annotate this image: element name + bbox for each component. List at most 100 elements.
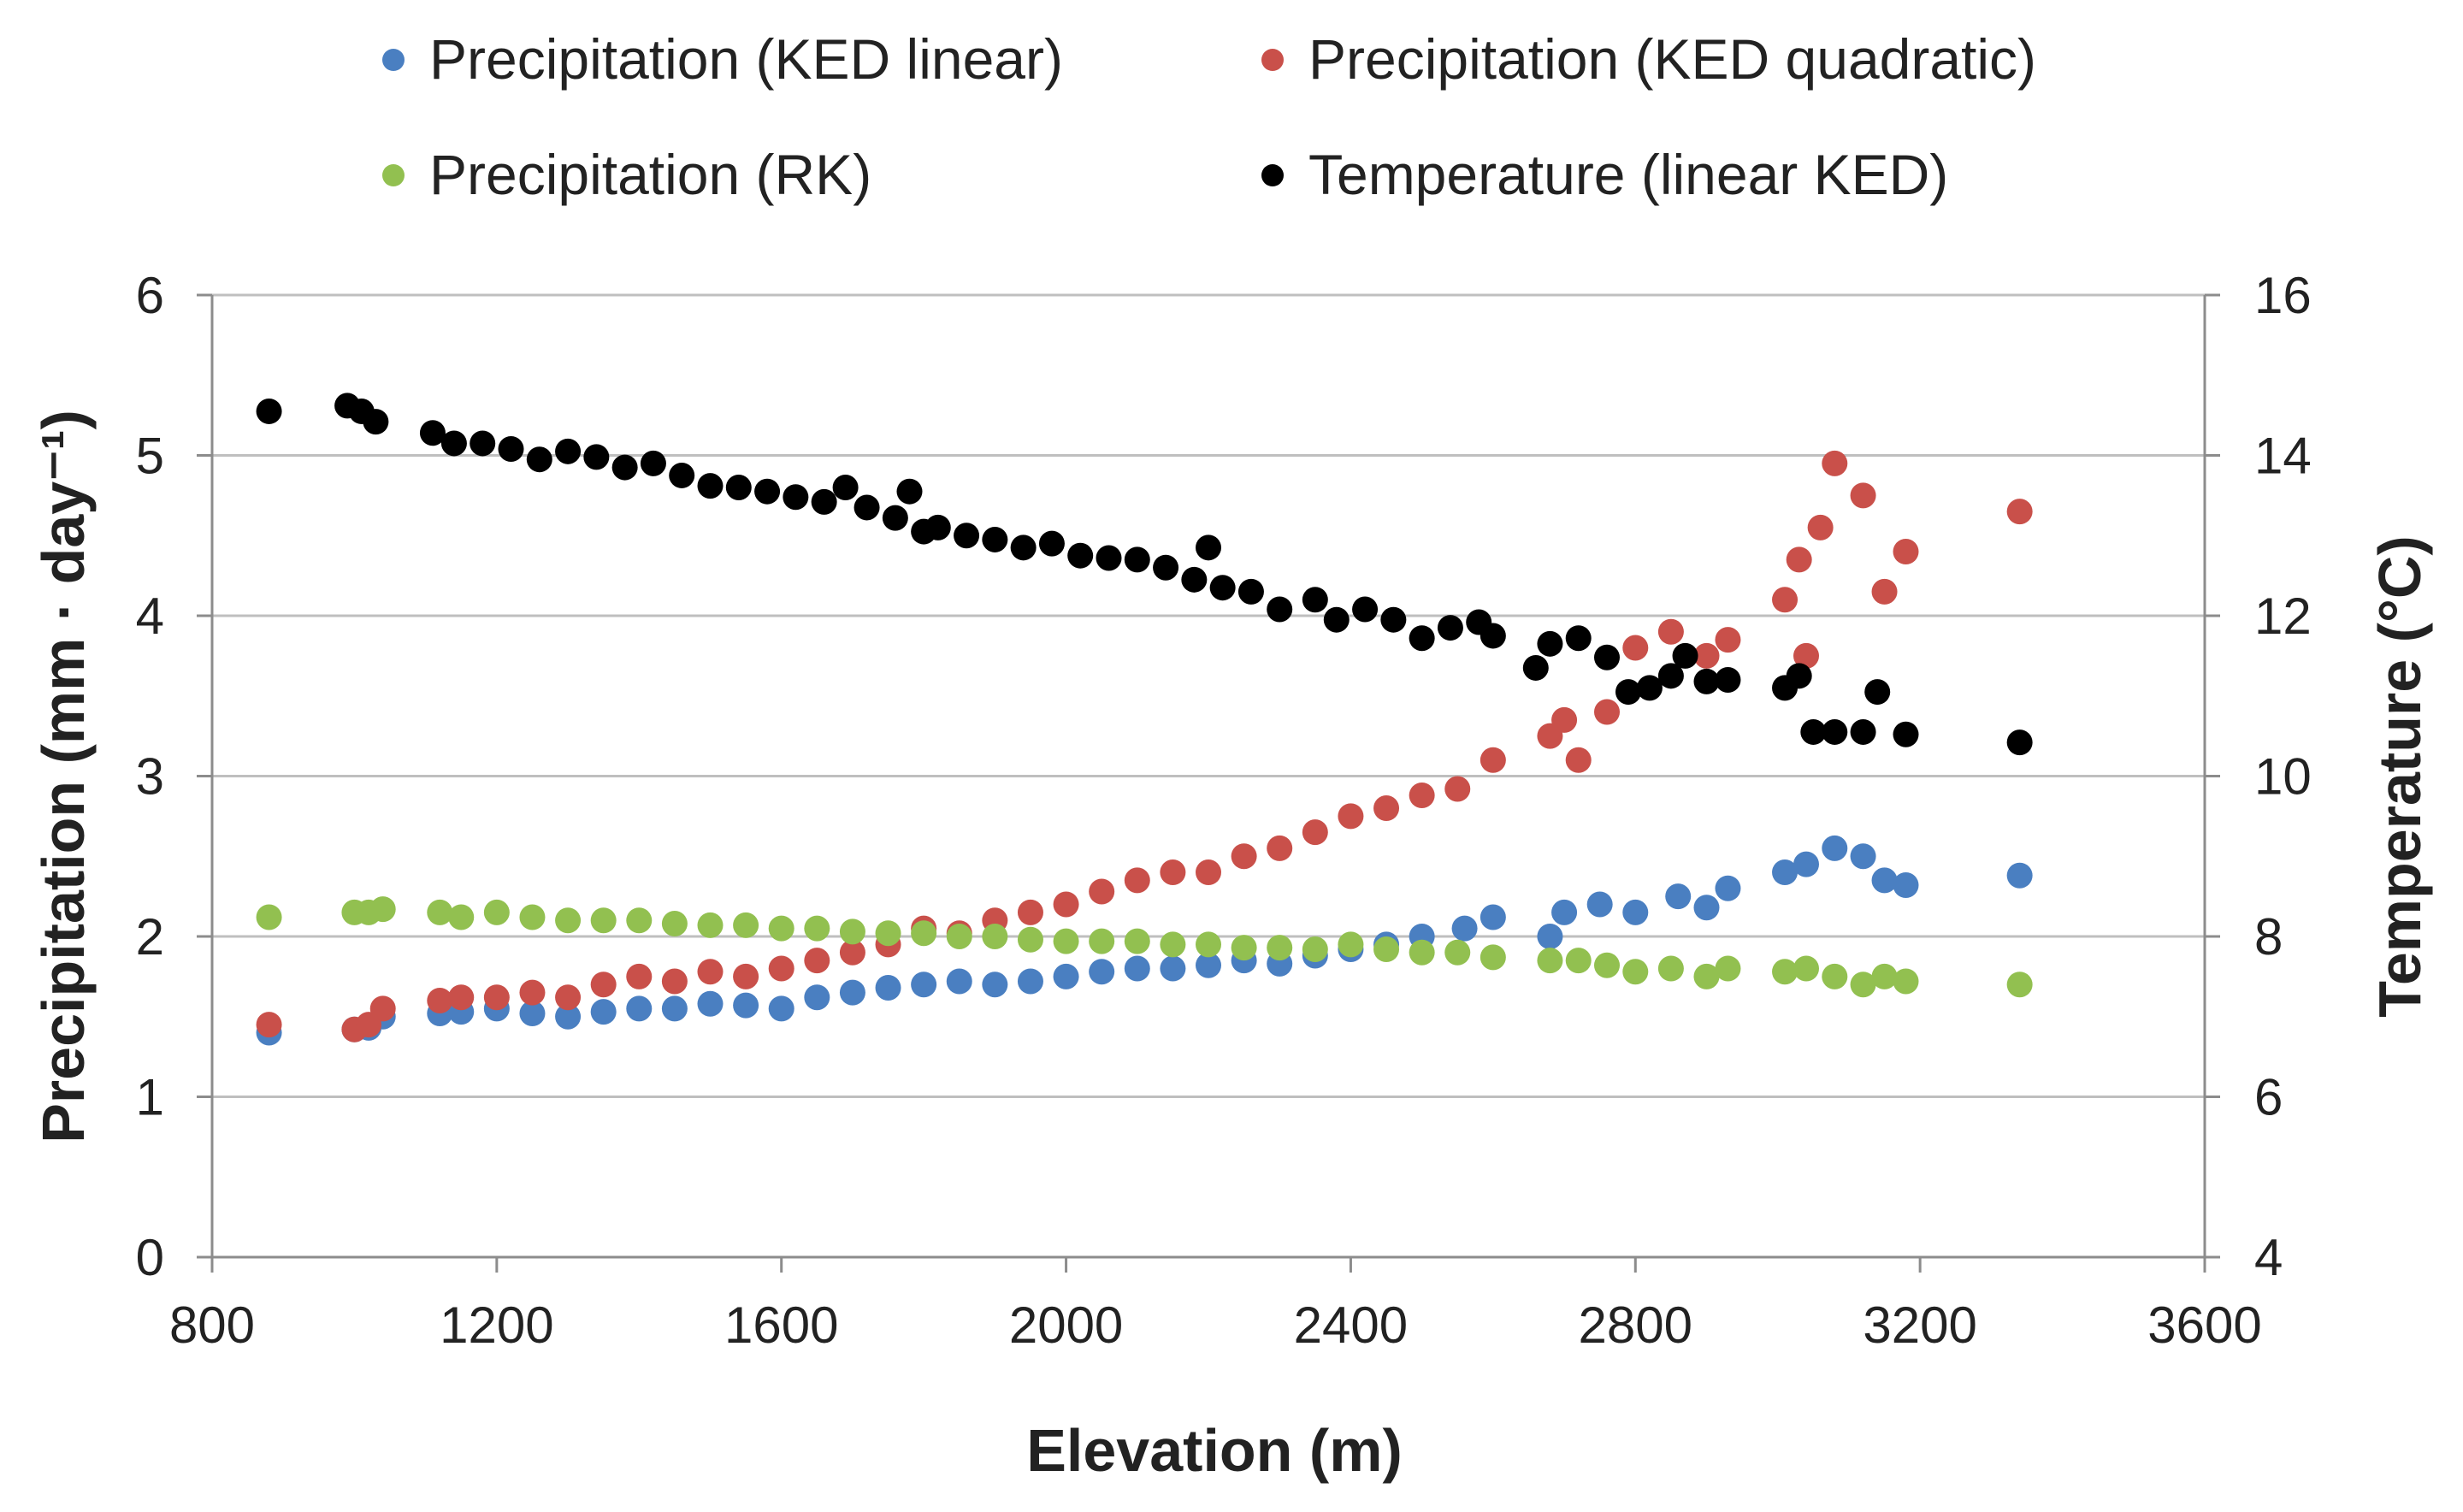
- data-point: [1594, 952, 1620, 978]
- data-point: [448, 984, 475, 1011]
- data-point: [427, 988, 453, 1013]
- data-point: [626, 907, 653, 934]
- data-point: [1850, 843, 1876, 870]
- data-point: [555, 907, 582, 934]
- data-point: [1153, 554, 1179, 581]
- data-point: [1893, 872, 1919, 898]
- series-1: [256, 450, 2033, 1042]
- y2-tick-label: 16: [2254, 267, 2312, 324]
- data-point: [839, 939, 865, 966]
- data-point: [733, 963, 759, 989]
- data-point: [611, 454, 638, 481]
- data-point: [875, 975, 901, 1001]
- y2-tick-label: 10: [2254, 748, 2312, 806]
- y2-axis-label: Temperature (°C): [2366, 535, 2433, 1017]
- x-tick-label: 1600: [724, 1296, 838, 1354]
- legend: Precipitation (KED linear) Precipitation …: [382, 27, 2036, 206]
- data-point: [1067, 542, 1094, 569]
- x-tick-label: 2400: [1294, 1296, 1408, 1354]
- data-point: [419, 420, 446, 446]
- data-point: [1551, 899, 1578, 925]
- data-point: [811, 488, 837, 515]
- data-point: [1850, 718, 1876, 745]
- data-point: [882, 505, 908, 531]
- x-tick-label: 2000: [1009, 1296, 1123, 1354]
- legend-marker: [382, 164, 405, 186]
- data-point: [590, 907, 617, 934]
- data-point: [1267, 596, 1293, 623]
- data-point: [555, 438, 582, 464]
- data-point: [1786, 663, 1812, 689]
- data-point: [1209, 575, 1236, 601]
- y-axis-label: Precipitation (mm · day⁻¹): [30, 410, 97, 1143]
- data-point: [1053, 891, 1079, 918]
- data-point: [661, 995, 688, 1022]
- data-point: [982, 526, 1008, 552]
- x-tick-label: 3200: [1863, 1296, 1976, 1354]
- data-point: [804, 984, 830, 1011]
- data-point: [1565, 625, 1592, 652]
- data-point: [1124, 955, 1150, 982]
- data-point: [697, 473, 724, 499]
- data-point: [1615, 679, 1641, 706]
- data-point: [1871, 963, 1898, 989]
- data-point: [725, 475, 752, 500]
- data-point: [1053, 963, 1079, 989]
- data-point: [1871, 578, 1898, 605]
- data-point: [1594, 644, 1620, 670]
- legend-entry: Precipitation (KED quadratic): [1261, 27, 2036, 91]
- data-point: [1160, 859, 1186, 885]
- data-point: [256, 1012, 282, 1038]
- data-point: [1822, 835, 1848, 861]
- y2-tick-label: 6: [2254, 1069, 2283, 1126]
- data-point: [1864, 679, 1891, 706]
- y-tick-label: 4: [136, 588, 164, 645]
- data-point: [1793, 851, 1819, 877]
- data-point: [448, 904, 475, 930]
- data-point: [519, 1001, 546, 1026]
- y-tick-label: 5: [136, 428, 164, 485]
- data-point: [1537, 924, 1563, 949]
- x-tick-label: 2800: [1579, 1296, 1692, 1354]
- data-point: [256, 398, 282, 424]
- data-point: [1715, 627, 1741, 653]
- data-point: [1772, 859, 1799, 885]
- legend-marker: [382, 49, 405, 71]
- data-point: [590, 972, 617, 998]
- data-point: [1893, 721, 1919, 747]
- data-point: [946, 924, 972, 949]
- data-point: [1196, 931, 1221, 958]
- data-point: [1017, 926, 1043, 953]
- data-point: [1693, 668, 1720, 694]
- data-point: [1793, 642, 1819, 669]
- data-point: [946, 968, 972, 995]
- data-point: [1480, 904, 1506, 930]
- data-point: [1657, 955, 1684, 982]
- data-point: [1352, 596, 1379, 623]
- data-point: [1772, 959, 1799, 985]
- legend-entry: Temperature (linear KED): [1261, 143, 1948, 206]
- data-point: [1537, 630, 1563, 657]
- data-point: [1565, 948, 1592, 974]
- data-point: [1586, 891, 1613, 918]
- data-point: [1693, 642, 1720, 669]
- data-point: [804, 948, 830, 974]
- data-point: [1537, 948, 1563, 974]
- data-point: [768, 995, 794, 1022]
- data-point: [1622, 959, 1649, 985]
- data-point: [1893, 968, 1919, 995]
- data-point: [1657, 618, 1684, 645]
- data-point: [1636, 675, 1663, 701]
- y-tick-label: 0: [136, 1229, 164, 1286]
- data-point: [839, 979, 865, 1006]
- data-point: [526, 446, 552, 473]
- axes: [197, 293, 2220, 1273]
- legend-entry: Precipitation (RK): [382, 143, 871, 206]
- data-point: [982, 924, 1008, 949]
- legend-label: Temperature (linear KED): [1308, 143, 1948, 206]
- data-point: [1089, 928, 1115, 954]
- data-point: [1409, 939, 1435, 966]
- data-point: [1822, 963, 1848, 989]
